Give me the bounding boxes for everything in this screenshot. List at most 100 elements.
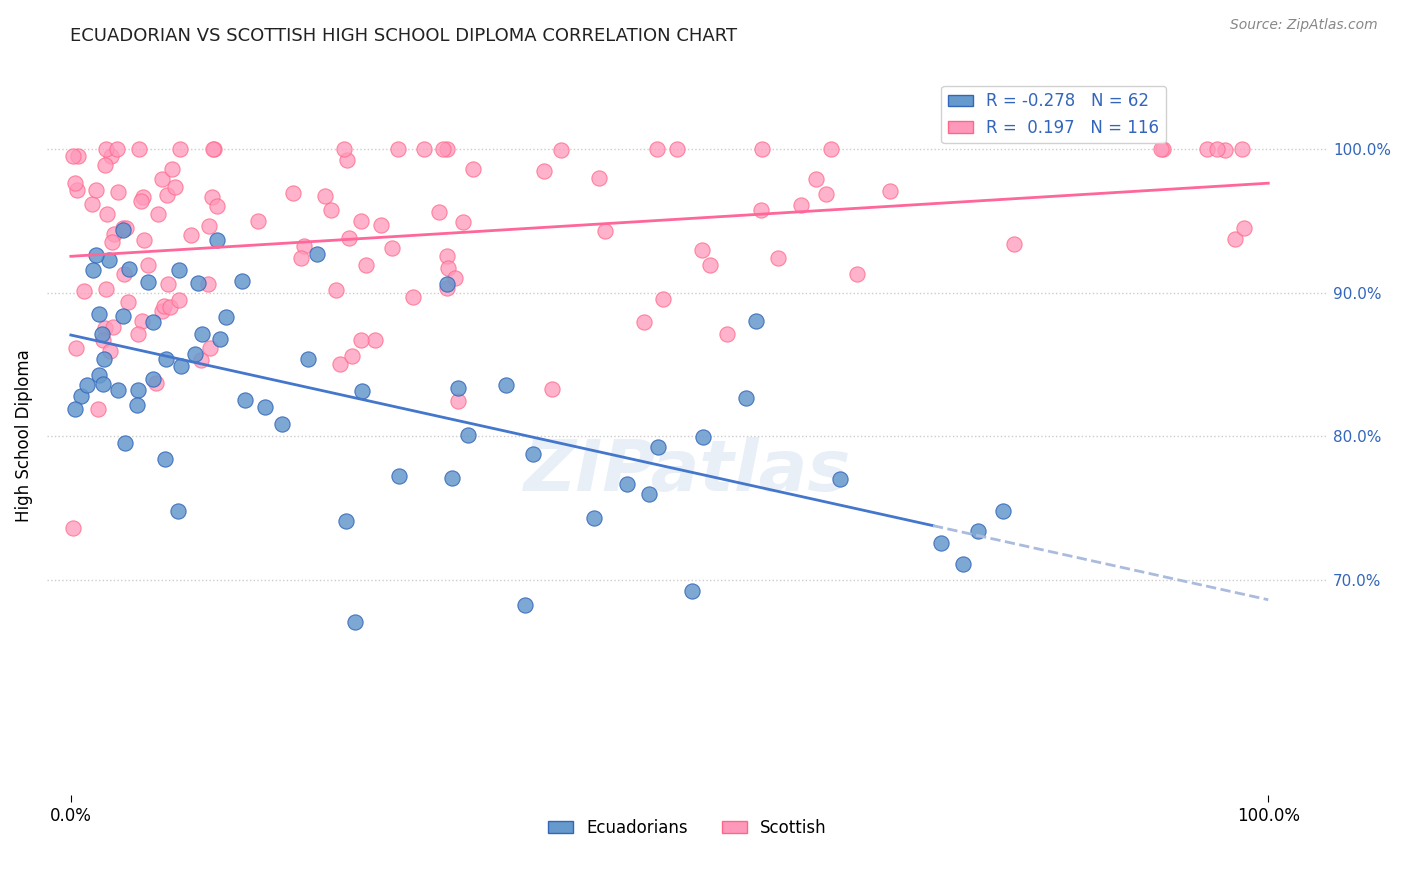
Point	[766, 251, 789, 265]
Point	[297, 351, 319, 366]
Point	[150, 171, 173, 186]
Point	[167, 503, 190, 517]
Point	[153, 452, 176, 467]
Point	[215, 310, 238, 324]
Y-axis label: High School Diploma: High School Diploma	[15, 350, 32, 523]
Point	[205, 233, 228, 247]
Point	[131, 314, 153, 328]
Point	[150, 303, 173, 318]
Point	[804, 171, 827, 186]
Point	[112, 267, 135, 281]
Point	[735, 391, 758, 405]
Point	[515, 598, 537, 612]
Point	[588, 171, 610, 186]
Point	[325, 283, 347, 297]
Point	[370, 218, 392, 232]
Text: Source: ZipAtlas.com: Source: ZipAtlas.com	[1230, 18, 1378, 32]
Point	[437, 260, 460, 275]
Point	[440, 471, 463, 485]
Point	[343, 615, 366, 630]
Point	[87, 307, 110, 321]
Point	[62, 521, 84, 535]
Point	[364, 333, 387, 347]
Point	[198, 219, 221, 234]
Point	[1152, 142, 1174, 156]
Text: ECUADORIAN VS SCOTTISH HIGH SCHOOL DIPLOMA CORRELATION CHART: ECUADORIAN VS SCOTTISH HIGH SCHOOL DIPLO…	[70, 27, 737, 45]
Point	[637, 487, 659, 501]
Point	[495, 378, 517, 392]
Point	[128, 142, 150, 156]
Point	[789, 198, 811, 212]
Point	[436, 281, 458, 295]
Point	[98, 343, 121, 358]
Point	[340, 349, 363, 363]
Point	[453, 215, 475, 229]
Point	[157, 277, 180, 292]
Point	[751, 202, 773, 217]
Point	[76, 377, 98, 392]
Point	[180, 228, 202, 243]
Point	[67, 149, 90, 163]
Point	[815, 187, 838, 202]
Point	[952, 558, 974, 572]
Point	[65, 341, 87, 355]
Point	[80, 197, 103, 211]
Point	[350, 384, 373, 398]
Point	[184, 347, 207, 361]
Point	[1205, 142, 1227, 156]
Point	[270, 417, 292, 432]
Point	[281, 186, 304, 200]
Point	[292, 238, 315, 252]
Point	[202, 142, 225, 156]
Point	[84, 248, 107, 262]
Point	[350, 214, 373, 228]
Point	[117, 295, 139, 310]
Point	[105, 142, 128, 156]
Point	[1215, 143, 1237, 157]
Point	[205, 199, 228, 213]
Point	[550, 143, 572, 157]
Point	[142, 315, 165, 329]
Point	[1230, 142, 1253, 156]
Point	[402, 290, 425, 304]
Point	[692, 430, 714, 444]
Point	[112, 223, 135, 237]
Text: ZIPatlas: ZIPatlas	[524, 437, 851, 507]
Point	[96, 207, 118, 221]
Point	[167, 263, 190, 277]
Point	[167, 293, 190, 307]
Point	[118, 262, 141, 277]
Point	[165, 180, 187, 194]
Point	[136, 258, 159, 272]
Point	[155, 352, 177, 367]
Point	[967, 524, 990, 538]
Point	[432, 142, 454, 156]
Point	[112, 221, 135, 235]
Point	[329, 357, 352, 371]
Point	[63, 176, 86, 190]
Point	[436, 249, 458, 263]
Point	[314, 189, 336, 203]
Point	[190, 353, 212, 368]
Point	[159, 300, 181, 314]
Point	[201, 142, 224, 156]
Point	[127, 326, 149, 341]
Point	[93, 351, 115, 366]
Point	[112, 309, 135, 323]
Point	[387, 142, 409, 156]
Point	[103, 319, 125, 334]
Point	[100, 149, 122, 163]
Point	[333, 142, 356, 156]
Point	[62, 149, 84, 163]
Point	[107, 185, 129, 199]
Point	[191, 327, 214, 342]
Point	[457, 428, 479, 442]
Point	[98, 252, 121, 267]
Point	[879, 184, 901, 198]
Point	[114, 435, 136, 450]
Point	[91, 327, 114, 342]
Point	[129, 194, 152, 209]
Point	[336, 153, 359, 167]
Point	[666, 142, 689, 156]
Point	[197, 277, 219, 291]
